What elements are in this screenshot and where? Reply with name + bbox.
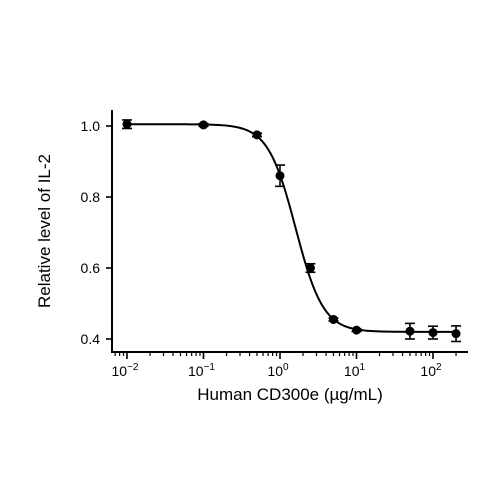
data-point: [305, 263, 315, 273]
x-axis-title: Human CD300e (µg/mL): [197, 385, 383, 404]
y-tick-label: 0.4: [81, 331, 101, 347]
x-tick-label: 10−2: [112, 362, 139, 379]
data-point: [451, 329, 461, 339]
y-tick-label: 1.0: [81, 118, 101, 134]
x-tick-label: 102: [420, 362, 442, 379]
data-point: [352, 325, 361, 335]
fit-curve: [127, 123, 457, 333]
data-point: [199, 120, 208, 130]
axes: [111, 110, 468, 353]
ticks: 0.4 0.6 0.8 1.0 10−2 10−1 100 101 102: [81, 118, 457, 379]
fit-curve-group: [127, 123, 457, 333]
data-point: [405, 326, 415, 336]
x-tick-label: 101: [344, 362, 366, 379]
data-point: [428, 328, 438, 338]
error-bars: [122, 119, 462, 343]
data-point: [122, 119, 132, 129]
x-tick-label: 10−1: [188, 362, 215, 379]
x-tick-label: 100: [267, 362, 289, 379]
data-point: [252, 130, 262, 140]
data-points: [122, 119, 461, 339]
data-point: [328, 314, 338, 324]
y-axis-title: Relative level of IL-2: [35, 154, 54, 308]
y-tick-label: 0.8: [81, 189, 101, 205]
y-tick-label: 0.6: [81, 260, 101, 276]
data-point: [275, 171, 285, 181]
